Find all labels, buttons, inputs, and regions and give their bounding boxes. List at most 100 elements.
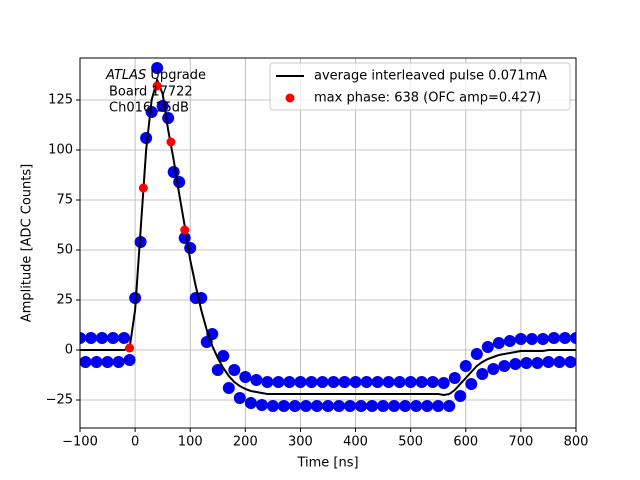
y-tick-label: 100 (48, 143, 73, 158)
x-tick-label: 400 (343, 435, 368, 450)
sample-point (145, 106, 158, 118)
sample-point (333, 400, 346, 412)
sample-point (80, 332, 86, 344)
sample-point (371, 376, 384, 388)
x-tick-label: −100 (62, 435, 98, 450)
sample-point (261, 376, 274, 388)
sample-point (327, 376, 340, 388)
sample-point (349, 376, 362, 388)
annotation-text: Upgrade (150, 68, 206, 83)
x-axis-label: Time [ns] (296, 456, 358, 471)
sample-point (288, 400, 301, 412)
sample-point (283, 376, 296, 388)
phase-point (125, 343, 135, 353)
sample-point (426, 376, 439, 388)
sample-point (454, 390, 467, 402)
sample-point (443, 400, 456, 412)
sample-point (112, 356, 125, 368)
sample-point (382, 376, 395, 388)
x-tick-label: 300 (288, 435, 313, 450)
sample-point (277, 400, 290, 412)
sample-point (410, 400, 423, 412)
legend-label: average interleaved pulse 0.071mA (314, 69, 547, 84)
sample-point (151, 62, 164, 74)
sample-point (399, 400, 412, 412)
sample-point (294, 376, 307, 388)
sample-point (322, 400, 334, 412)
sample-point (173, 176, 186, 188)
sample-point (255, 399, 268, 411)
legend-box (269, 62, 571, 111)
phase-point (138, 183, 148, 193)
x-tick-label: 100 (178, 435, 203, 450)
x-tick-label: 0 (131, 435, 139, 450)
y-tick-label: 50 (56, 243, 73, 258)
sample-point (101, 356, 114, 368)
sample-point (310, 400, 323, 412)
sample-point (377, 400, 390, 412)
sample-point (250, 374, 263, 386)
plot-data (80, 62, 576, 412)
sample-point (244, 397, 257, 409)
sample-point (217, 350, 230, 362)
phase-point (152, 81, 162, 91)
sample-point (470, 348, 483, 360)
sample-point (459, 360, 472, 372)
series-line (80, 76, 576, 397)
sample-point (542, 356, 555, 368)
annotation: Ch016 15dB (109, 101, 189, 116)
sample-point (211, 364, 224, 376)
sample-point (536, 333, 549, 345)
sample-point (233, 392, 246, 404)
sample-point (107, 332, 120, 344)
sample-point (360, 376, 373, 388)
y-axis-label: Amplitude [ADC Counts] (20, 164, 35, 322)
sample-point (476, 368, 489, 380)
sample-point (388, 400, 401, 412)
y-tick-label: 0 (65, 343, 73, 358)
sample-point (96, 332, 109, 344)
sample-point (184, 242, 197, 254)
sample-point (272, 376, 285, 388)
legend: average interleaved pulse 0.071mA max pha… (269, 62, 571, 111)
sample-point (118, 332, 131, 344)
sample-point (85, 332, 98, 344)
sample-point (553, 356, 566, 368)
sample-point (481, 341, 494, 353)
sample-point (448, 372, 461, 384)
x-tick-label: 700 (508, 435, 533, 450)
sample-point (299, 400, 312, 412)
legend-marker (285, 93, 295, 103)
sample-point (222, 382, 235, 394)
sample-point (305, 376, 318, 388)
sample-point (338, 376, 351, 388)
sample-point (404, 376, 417, 388)
sample-point (498, 360, 511, 372)
sample-point (366, 400, 379, 412)
sample-point (509, 358, 522, 370)
sample-point (487, 363, 500, 375)
sample-point (525, 333, 538, 345)
annotation: Board 17722 (109, 85, 193, 100)
sample-point (570, 332, 576, 344)
x-tick-label: 200 (233, 435, 258, 450)
sample-point (123, 354, 136, 366)
annotation: ATLAS Upgrade (105, 68, 206, 83)
plot-frame (79, 57, 577, 429)
sample-point (547, 332, 560, 344)
x-tick-label: 600 (453, 435, 478, 450)
sample-point (558, 332, 571, 344)
phase-point (166, 137, 176, 147)
sample-point (415, 376, 428, 388)
y-tick-label: 125 (48, 93, 73, 108)
x-tick-label: 800 (564, 435, 589, 450)
sample-point (520, 357, 533, 369)
sample-point (514, 333, 527, 345)
sample-point (266, 400, 279, 412)
legend-label: max phase: 638 (OFC amp=0.427) (314, 91, 541, 106)
sample-point (432, 400, 445, 412)
sample-point (344, 400, 357, 412)
sample-point (492, 337, 505, 349)
sample-point (531, 357, 544, 369)
